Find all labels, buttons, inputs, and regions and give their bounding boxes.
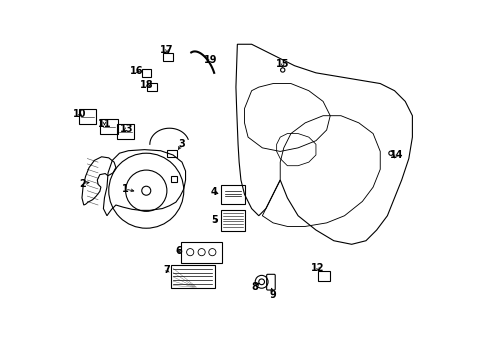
Text: 12: 12 [310, 262, 324, 273]
Text: 19: 19 [203, 55, 217, 65]
Text: 15: 15 [275, 59, 289, 69]
Text: 13: 13 [120, 124, 133, 134]
Text: 2: 2 [79, 179, 86, 189]
Text: 7: 7 [163, 265, 170, 275]
Text: 3: 3 [178, 139, 185, 149]
Text: 8: 8 [251, 282, 258, 292]
Text: 9: 9 [269, 290, 276, 300]
Text: 6: 6 [175, 246, 182, 256]
Text: 1: 1 [121, 184, 128, 194]
Text: 10: 10 [73, 109, 87, 119]
Text: 14: 14 [389, 150, 403, 160]
Text: 5: 5 [210, 215, 217, 225]
Text: 11: 11 [98, 119, 111, 129]
Text: 4: 4 [210, 187, 217, 197]
Text: 17: 17 [160, 45, 173, 55]
Text: 16: 16 [129, 66, 142, 76]
Text: 18: 18 [140, 80, 154, 90]
